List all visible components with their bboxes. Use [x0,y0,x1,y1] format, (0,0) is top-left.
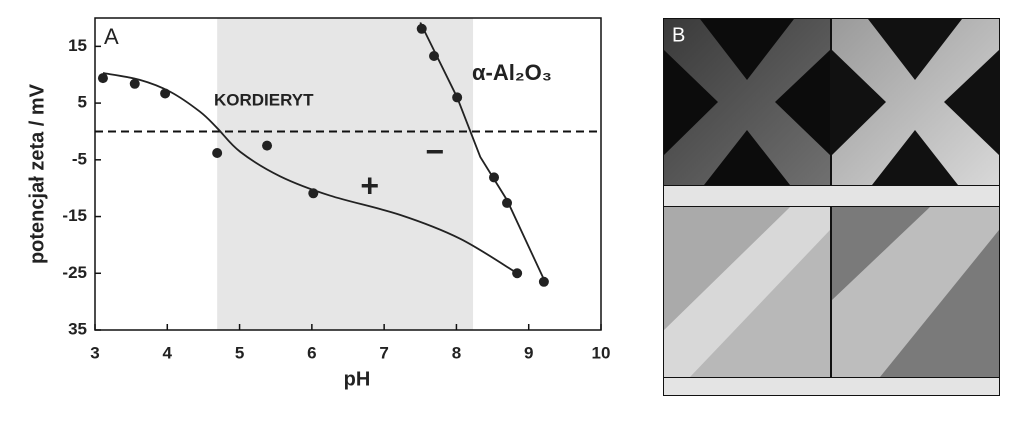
data-point [160,88,171,99]
y-tick-label: 5 [78,93,87,112]
y-tick-label: -25 [62,263,87,282]
annotation: + [360,168,379,204]
data-point [429,51,440,62]
fit-curve [419,22,547,285]
data-point [212,148,223,159]
x-tick-label: 9 [524,343,533,362]
x-tick-label: 3 [90,343,99,362]
x-tick-label: 10 [592,343,611,362]
fit-curve [102,72,518,275]
panel-b-images: B [663,18,1000,396]
sem-structure [664,207,830,377]
x-tick-label: 4 [163,343,173,362]
data-point [416,23,427,34]
series-label: KORDIERYT [214,90,314,109]
panel-label: A [104,24,119,49]
data-point [538,276,549,287]
series-label: α-Al₂O₃ [472,60,552,85]
data-point [97,73,108,84]
info-bar [664,378,999,395]
data-point [262,140,273,151]
data-point [489,172,500,183]
y-axis-label: potencjał zeta / mV [26,83,48,264]
x-tick-label: 5 [235,343,244,362]
sem-structure [664,19,830,185]
sem-structure [664,207,790,330]
x-tick-label: 7 [379,343,388,362]
info-bar [664,186,999,206]
sem-structure [832,19,999,185]
y-tick-label: -5 [72,149,87,168]
y-tick-label: 35 [68,319,87,338]
data-point [129,78,140,89]
shaded-region [217,18,474,330]
x-tick-label: 6 [307,343,316,362]
annotation: − [425,134,444,170]
x-tick-label: 8 [452,343,461,362]
y-tick-label: -15 [62,206,87,225]
axes-frame [94,17,602,331]
data-point [308,188,319,199]
x-axis-label: pH [344,368,371,390]
data-point [502,197,513,208]
plot-area: 3 4 5 6 7 8 9 10 35 -25 -15 -5 5 15 KORDIERYT α-Al₂O₃ + − [62,17,611,362]
panel-label: B [672,24,685,46]
sem-structure [832,207,999,377]
data-point [452,92,463,103]
data-point [512,268,523,279]
y-tick-label: 15 [68,36,87,55]
